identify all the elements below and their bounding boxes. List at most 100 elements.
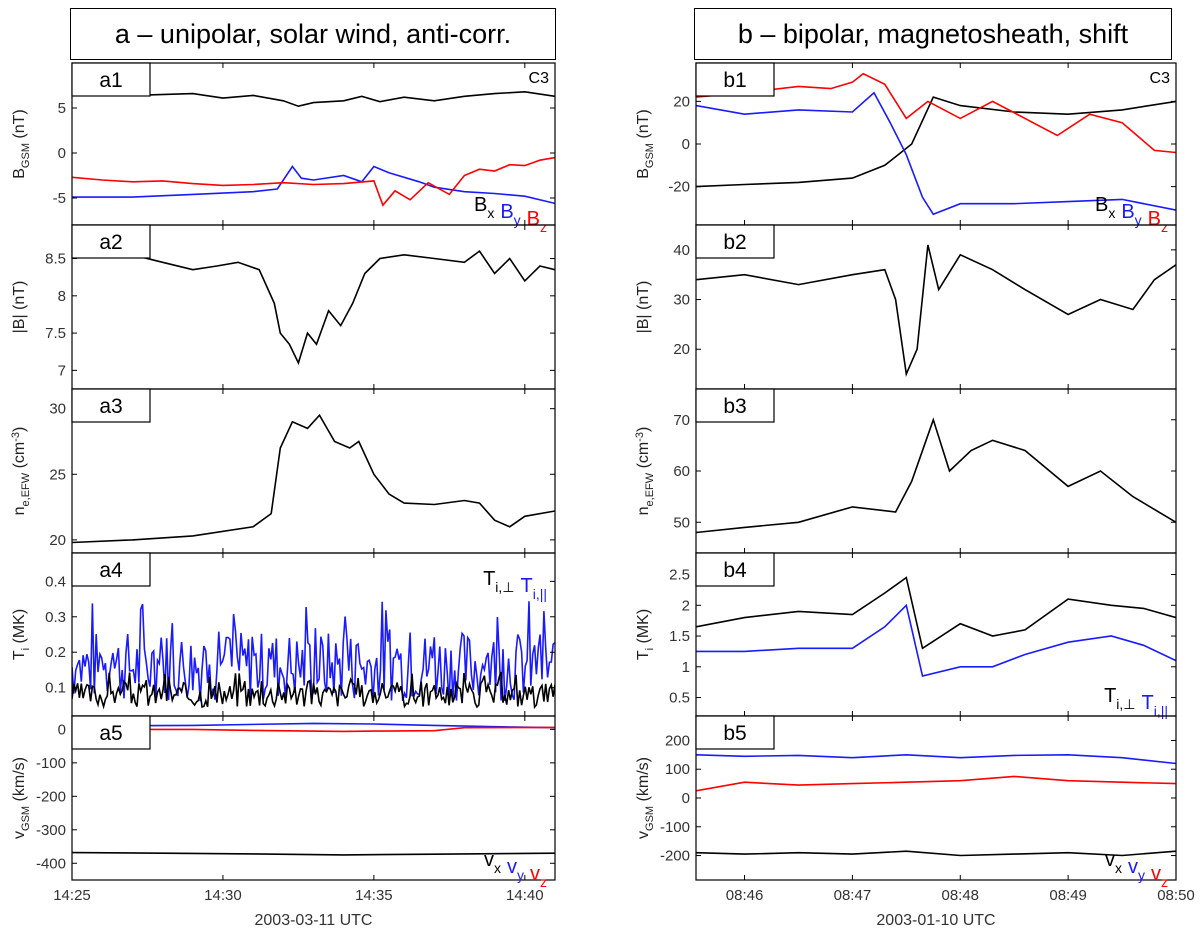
xlabel-a: 2003-03-11 UTC bbox=[255, 912, 373, 929]
svg-text:b4: b4 bbox=[723, 559, 747, 582]
series-|B|-b2 bbox=[696, 244, 1176, 378]
ytick-label-a3: 25 bbox=[49, 466, 66, 483]
xtick-label-a: 14:25 bbox=[53, 887, 91, 904]
xtick-label-b: 08:47 bbox=[834, 887, 872, 904]
panel-b1: 20 0 -20 b1 C3 Bx By Bz BGSM (nT) bbox=[635, 62, 1177, 235]
svg-text:a2: a2 bbox=[99, 231, 122, 254]
ytick-label-b4: 2 bbox=[682, 597, 690, 614]
column-a-title: a – unipolar, solar wind, anti-corr. bbox=[70, 8, 556, 60]
series-Ti_perp-b4 bbox=[696, 576, 1176, 650]
xtick-label-b: 08:48 bbox=[941, 887, 979, 904]
series-By-a1 bbox=[72, 165, 555, 205]
panel-b5: 200 100 0 -100 -200 b5 vx vy vz vGSM (km/s) bbox=[635, 715, 1177, 890]
ylabel-a1: BGSM (nT) bbox=[11, 109, 32, 179]
legend-a1: Bx By Bz bbox=[474, 194, 547, 235]
svg-text:b1: b1 bbox=[723, 69, 746, 92]
ytick-label-b2: 20 bbox=[673, 341, 690, 358]
ytick-label-a4: 0.4 bbox=[45, 573, 66, 590]
ytick-label-a1: -5 bbox=[53, 190, 66, 207]
series-ne-a3 bbox=[72, 413, 555, 544]
ylabel-a3: ne,EFW (cm-3) bbox=[10, 427, 32, 516]
ytick-label-a1: 0 bbox=[58, 145, 66, 162]
ytick-label-b1: 20 bbox=[673, 93, 690, 110]
series-vz-a5 bbox=[72, 726, 555, 733]
spacecraft-label: C3 bbox=[1150, 70, 1171, 87]
ytick-label-a5: -400 bbox=[36, 855, 66, 872]
xtick-label-a: 14:40 bbox=[506, 887, 544, 904]
spacecraft-label: C3 bbox=[529, 70, 550, 87]
ytick-label-a4: 0.3 bbox=[45, 609, 66, 626]
ytick-label-a2: 7 bbox=[58, 362, 66, 379]
panel-label-a5: a5 bbox=[71, 715, 151, 750]
svg-text:a3: a3 bbox=[99, 395, 122, 418]
ylabel-a4: Ti (MK) bbox=[11, 609, 32, 660]
series-vx-a5 bbox=[72, 851, 555, 856]
ytick-label-b2: 40 bbox=[673, 242, 690, 259]
panel-a2: 8.5 8 7.5 7 a2 |B| (nT) bbox=[11, 224, 556, 390]
series-Bx-b1 bbox=[696, 96, 1176, 188]
panel-label-b1: b1 bbox=[695, 62, 775, 97]
panel-b2: 40 30 20 b2 |B| (nT) bbox=[635, 224, 1177, 390]
legend-b4: Ti,⊥ Ti,|| bbox=[1104, 685, 1168, 719]
ylabel-b4: Ti (MK) bbox=[635, 609, 656, 660]
series-vz-b5 bbox=[696, 775, 1176, 792]
ytick-label-a4: 0.1 bbox=[45, 680, 66, 697]
series-vy-b5 bbox=[696, 753, 1176, 765]
ytick-label-a2: 8.5 bbox=[45, 251, 66, 268]
series-By-b1 bbox=[696, 91, 1176, 216]
xlabel-b: 2003-01-10 UTC bbox=[876, 912, 995, 929]
ytick-label-b3: 60 bbox=[673, 463, 690, 480]
column-a: 5 0 -5 a1 C3 Bx By Bz BGSM (nT) 8.5 8 7.5 7 a2 |B| (nT… bbox=[10, 62, 556, 929]
ytick-label-b1: -20 bbox=[668, 179, 690, 196]
series-Bz-b1 bbox=[696, 72, 1176, 154]
ytick-label-b5: 200 bbox=[665, 732, 690, 749]
panel-label-a3: a3 bbox=[71, 388, 151, 423]
svg-text:a5: a5 bbox=[99, 722, 122, 745]
ytick-label-a2: 8 bbox=[58, 288, 66, 305]
legend-b1: Bx By Bz bbox=[1095, 194, 1168, 235]
ytick-label-b5: -200 bbox=[660, 848, 690, 865]
ytick-label-b5: 100 bbox=[665, 761, 690, 778]
ytick-label-a5: -300 bbox=[36, 822, 66, 839]
panel-label-a4: a4 bbox=[71, 552, 151, 587]
panel-label-b2: b2 bbox=[695, 224, 775, 259]
panel-label-a2: a2 bbox=[71, 224, 151, 259]
panel-label-a1: a1 bbox=[71, 62, 151, 97]
xtick-label-b: 08:50 bbox=[1157, 887, 1195, 904]
series-Bz-a1 bbox=[72, 156, 555, 207]
ytick-label-b5: 0 bbox=[682, 790, 690, 807]
ytick-label-b3: 50 bbox=[673, 514, 690, 531]
ytick-label-a1: 5 bbox=[58, 100, 66, 117]
legend-b5: vx vy vz bbox=[1105, 849, 1168, 890]
xtick-label-b: 08:49 bbox=[1049, 887, 1087, 904]
series-Ti_par-a4 bbox=[72, 601, 555, 702]
series-vx-b5 bbox=[696, 850, 1176, 857]
ytick-label-b5: -100 bbox=[660, 819, 690, 836]
ytick-label-b4: 2.5 bbox=[669, 567, 690, 584]
svg-text:b2: b2 bbox=[723, 231, 746, 254]
ylabel-a5: vGSM (km/s) bbox=[11, 757, 32, 839]
xtick-label-a: 14:35 bbox=[355, 887, 393, 904]
svg-text:a1: a1 bbox=[99, 69, 122, 92]
panel-a4: 0.4 0.3 0.2 0.1 a4 Ti,⊥ Ti,|| Ti (MK) bbox=[11, 552, 556, 717]
ylabel-b2: |B| (nT) bbox=[635, 281, 652, 334]
ytick-label-a3: 20 bbox=[49, 532, 66, 549]
panel-b3: 70 60 50 b3 ne,EFW (cm-3) bbox=[634, 388, 1177, 554]
ylabel-a2: |B| (nT) bbox=[11, 281, 28, 334]
legend-a4: Ti,⊥ Ti,|| bbox=[483, 568, 547, 602]
ytick-label-b4: 0.5 bbox=[669, 690, 690, 707]
series-Bx-a1 bbox=[72, 90, 555, 108]
panel-a3: 30 25 20 a3 ne,EFW (cm-3) bbox=[10, 388, 556, 554]
series-ne-b3 bbox=[696, 417, 1176, 534]
panel-label-b3: b3 bbox=[695, 388, 775, 423]
ytick-label-b4: 1.5 bbox=[669, 628, 690, 645]
panel-label-b5: b5 bbox=[695, 715, 775, 750]
ytick-label-b4: 1 bbox=[682, 659, 690, 676]
svg-text:b3: b3 bbox=[723, 395, 746, 418]
series-Ti_par-b4 bbox=[696, 603, 1176, 677]
panel-b4: 2.5 2 1.5 1 0.5 b4 Ti,⊥ Ti,|| Ti (MK) bbox=[635, 552, 1177, 719]
ytick-label-a3: 30 bbox=[49, 401, 66, 418]
ytick-label-b3: 70 bbox=[673, 412, 690, 429]
series-|B|-a2 bbox=[72, 249, 555, 366]
